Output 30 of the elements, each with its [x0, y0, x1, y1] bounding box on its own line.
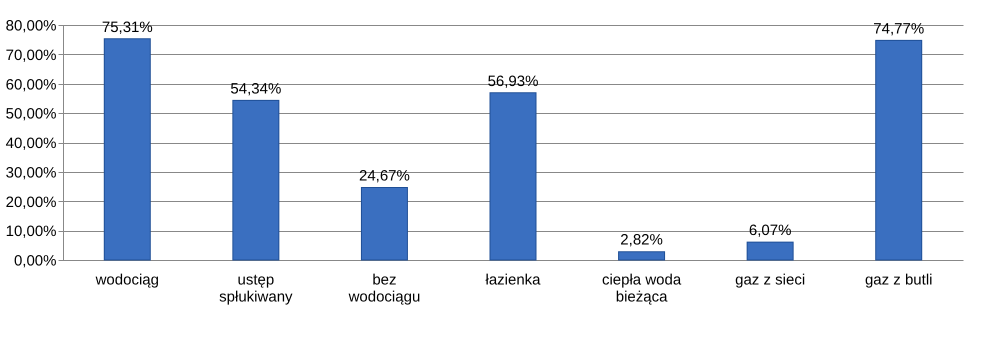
bar [360, 187, 408, 260]
y-tick-label: 40,00% [6, 135, 56, 152]
data-label: 2,82% [620, 232, 663, 249]
bar [490, 92, 536, 260]
x-tick-label: ustęp spłukiwany [219, 272, 294, 306]
x-tick-label: gaz z butli [864, 272, 932, 288]
bar [875, 40, 922, 260]
x-tick-label: ciepła woda bieżąca [602, 272, 682, 306]
y-tick-label: 30,00% [6, 164, 56, 182]
y-tick-label: 0,00% [14, 252, 56, 270]
data-label: 74,77% [873, 20, 924, 38]
data-label: 24,67% [358, 168, 410, 185]
y-tick-label: 60,00% [6, 76, 56, 94]
data-label: 6,07% [748, 222, 792, 240]
data-label: 56,93% [488, 72, 538, 90]
x-tick-label: wodociąg [94, 272, 159, 288]
bar [746, 242, 794, 260]
x-tick-label: bez wodociągu [348, 272, 420, 306]
data-label: 75,31% [102, 18, 153, 36]
bar [104, 38, 151, 260]
y-tick-label: 10,00% [6, 223, 56, 240]
bar [232, 100, 280, 260]
x-tick-label: gaz z sieci [735, 272, 806, 288]
y-tick-label: 70,00% [6, 46, 56, 64]
y-tick-label: 50,00% [6, 106, 56, 123]
x-tick-label: łazienka [485, 272, 542, 288]
y-tick-label: 80,00% [6, 18, 56, 34]
data-label: 54,34% [230, 80, 282, 98]
bar [618, 251, 666, 260]
y-tick-label: 20,00% [6, 194, 56, 211]
